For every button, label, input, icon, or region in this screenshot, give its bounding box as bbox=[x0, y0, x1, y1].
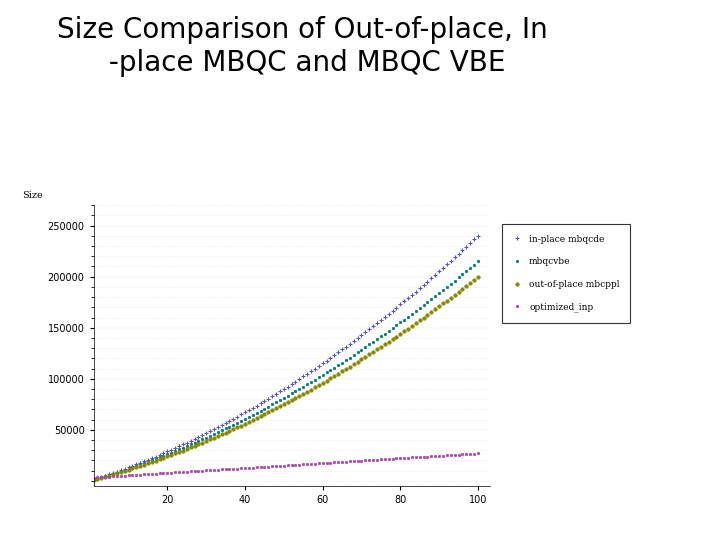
mbqcvbe bbox=[287, 390, 296, 397]
Line: in-place mbqcde: in-place mbqcde bbox=[91, 233, 480, 482]
in-place mbqcde bbox=[474, 233, 482, 239]
Legend: in-place mbqcde, mbqcvbe, out-of-place mbcppl, optimized_inp: in-place mbqcde, mbqcvbe, out-of-place m… bbox=[502, 224, 631, 323]
optimized_inp bbox=[474, 450, 482, 456]
in-place mbqcde bbox=[163, 448, 171, 455]
mbqcvbe bbox=[179, 444, 187, 451]
in-place mbqcde bbox=[454, 251, 463, 257]
optimized_inp bbox=[89, 474, 98, 481]
in-place mbqcde bbox=[287, 381, 296, 387]
out-of-place mbcppl bbox=[318, 380, 327, 386]
out-of-place mbcppl bbox=[163, 453, 171, 460]
in-place mbqcde bbox=[443, 261, 451, 268]
optimized_inp bbox=[287, 462, 296, 468]
mbqcvbe bbox=[163, 451, 171, 457]
out-of-place mbcppl bbox=[89, 477, 98, 483]
optimized_inp bbox=[318, 460, 327, 467]
Line: optimized_inp: optimized_inp bbox=[91, 451, 480, 480]
out-of-place mbcppl bbox=[454, 288, 463, 295]
in-place mbqcde bbox=[179, 441, 187, 448]
Text: Size: Size bbox=[22, 191, 43, 200]
optimized_inp bbox=[179, 469, 187, 475]
Line: out-of-place mbcppl: out-of-place mbcppl bbox=[92, 275, 480, 482]
mbqcvbe bbox=[89, 476, 98, 483]
in-place mbqcde bbox=[89, 476, 98, 483]
in-place mbqcde bbox=[318, 360, 327, 367]
optimized_inp bbox=[163, 470, 171, 476]
out-of-place mbcppl bbox=[443, 298, 451, 304]
out-of-place mbcppl bbox=[179, 447, 187, 454]
optimized_inp bbox=[454, 451, 463, 458]
out-of-place mbcppl bbox=[287, 397, 296, 403]
Line: mbqcvbe: mbqcvbe bbox=[91, 259, 480, 482]
mbqcvbe bbox=[443, 284, 451, 290]
optimized_inp bbox=[443, 452, 451, 458]
Text: Size Comparison of Out-of-place, In
 -place MBQC and MBQC VBE: Size Comparison of Out-of-place, In -pla… bbox=[57, 16, 548, 77]
mbqcvbe bbox=[474, 258, 482, 265]
mbqcvbe bbox=[318, 372, 327, 378]
out-of-place mbcppl bbox=[474, 273, 482, 280]
mbqcvbe bbox=[454, 274, 463, 281]
